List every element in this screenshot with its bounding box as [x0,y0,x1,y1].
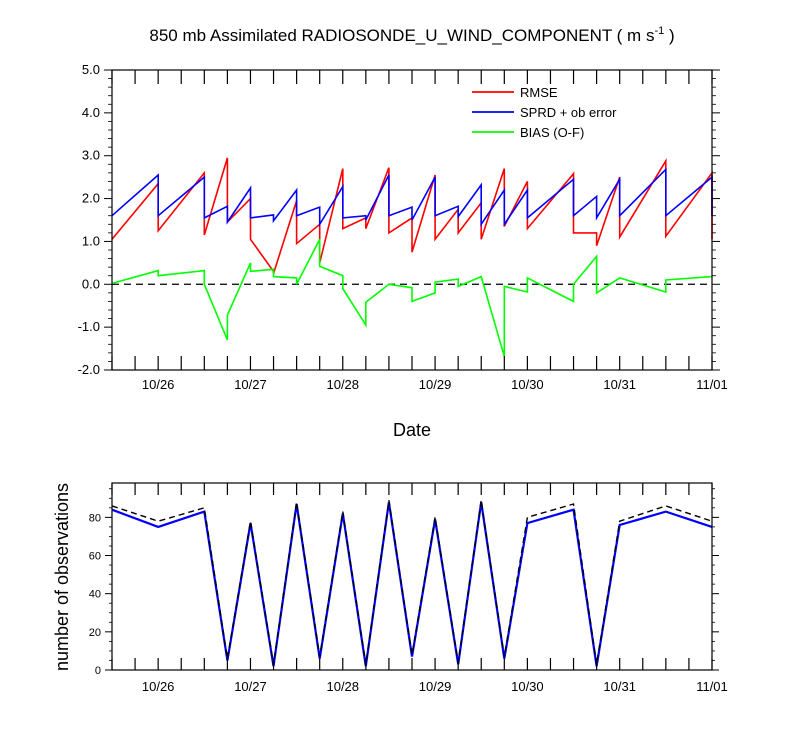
top-plot-frame [111,69,713,371]
chart-title-superscript: -1 [654,25,664,37]
legend-label: SPRD + ob error [520,105,617,120]
y-tick-label: 5.0 [82,62,100,77]
y-tick-label: 3.0 [82,148,100,163]
bottom-plot-axes: 0 20 40 60 80 10/26 10/27 10/28 10/29 10/30 10/31 1… [89,483,728,694]
bottom-plot-frame [111,482,713,671]
x-tick-label: 10/26 [142,679,175,694]
y-tick-label: 2.0 [82,191,100,206]
series-line [111,500,713,665]
x-tick-label: 10/28 [326,679,359,694]
y-tick-label: 4.0 [82,105,100,120]
y-tick-label: -2.0 [78,362,100,377]
x-tick-label: 11/01 [696,679,728,694]
legend: RMSE SPRD + ob error BIAS (O-F) [472,85,617,140]
y-tick-label: 0.0 [82,276,100,291]
bottom-plot-series [111,500,713,667]
bottom-y-axis-title: number of observations [52,483,72,671]
x-tick-label: 10/29 [419,679,452,694]
legend-label: BIAS (O-F) [520,125,584,140]
legend-label: RMSE [520,85,558,100]
x-tick-label: 10/29 [419,377,452,392]
top-plot-series [111,157,713,357]
y-tick-label: 20 [89,627,101,639]
chart-title-end: ) [664,26,674,45]
x-tick-label: 10/26 [142,377,175,392]
top-x-axis-title: Date [393,420,431,440]
x-tick-label: 10/30 [511,377,544,392]
x-tick-label: 11/01 [696,377,728,392]
x-tick-label: 10/27 [234,377,267,392]
x-tick-label: 10/31 [603,679,636,694]
x-tick-label: 10/31 [603,377,636,392]
y-tick-label: -1.0 [78,319,100,334]
top-plot-axes: -2.0 -1.0 0.0 1.0 2.0 3.0 4.0 5.0 10/26 10/27 10/2… [78,62,728,392]
series-line [111,238,713,357]
y-tick-label: 40 [89,589,101,601]
y-tick-label: 60 [89,551,101,563]
x-tick-label: 10/30 [511,679,544,694]
y-tick-label: 0 [95,665,101,677]
y-tick-label: 80 [89,512,101,524]
x-tick-label: 10/28 [326,377,359,392]
y-tick-label: 1.0 [82,233,100,248]
chart-title: 850 mb Assimilated RADIOSONDE_U_WIND_COM… [149,25,674,45]
series-line [111,501,713,667]
chart-title-main: 850 mb Assimilated RADIOSONDE_U_WIND_COM… [149,26,654,45]
series-line [111,167,713,228]
x-tick-label: 10/27 [234,679,267,694]
